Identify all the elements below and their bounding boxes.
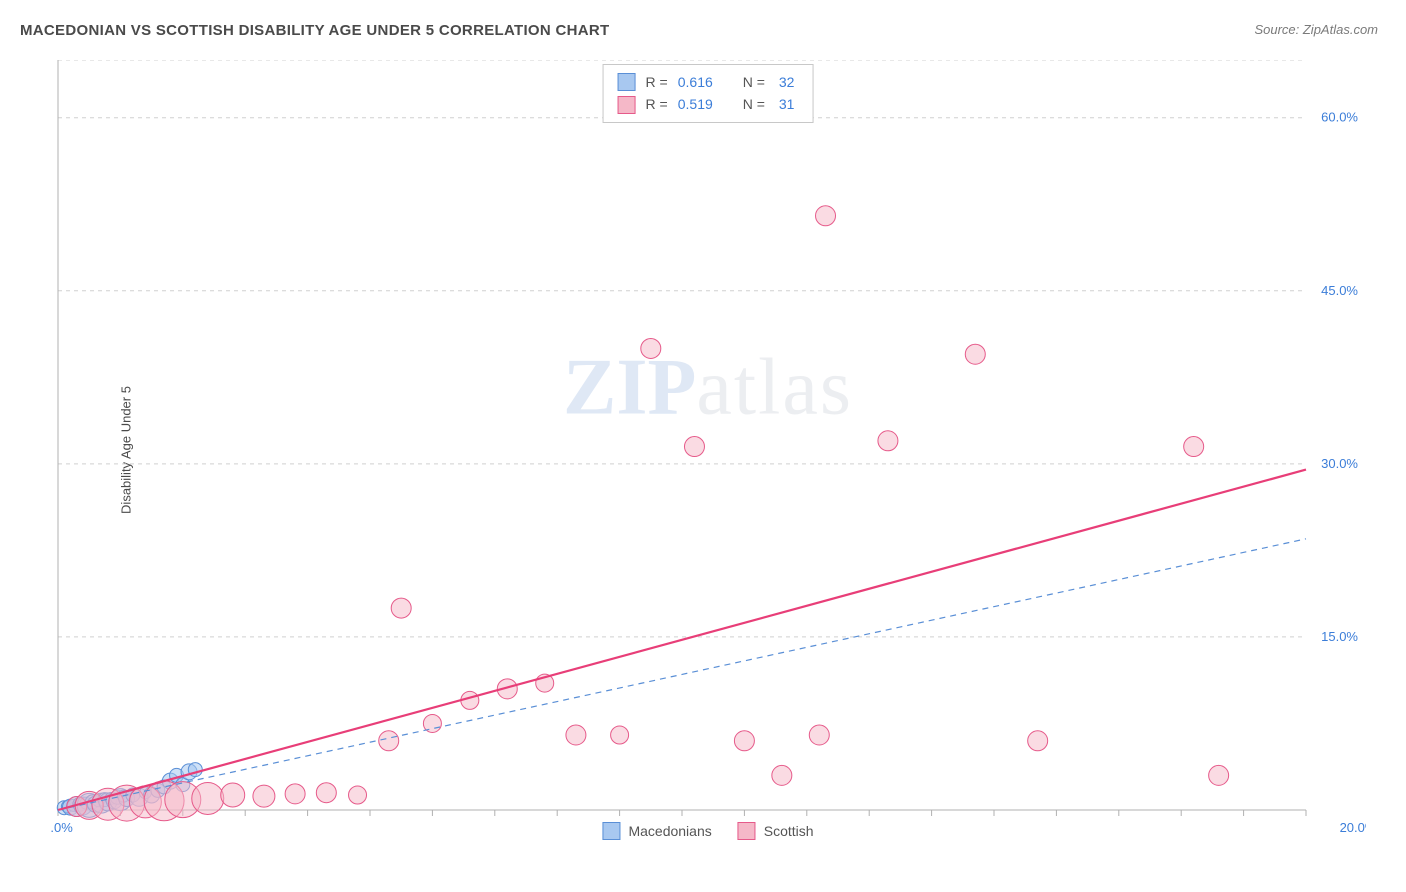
svg-text:45.0%: 45.0% — [1321, 283, 1358, 298]
r-label: R = — [646, 71, 668, 93]
r-value: 0.519 — [678, 93, 713, 115]
source-credit: Source: ZipAtlas.com — [1254, 22, 1378, 37]
legend-swatch — [738, 822, 756, 840]
svg-text:60.0%: 60.0% — [1321, 110, 1358, 125]
n-label: N = — [743, 71, 765, 93]
n-value: 32 — [775, 71, 794, 93]
chart-container: MACEDONIAN VS SCOTTISH DISABILITY AGE UN… — [0, 0, 1406, 892]
svg-text:15.0%: 15.0% — [1321, 629, 1358, 644]
svg-text:30.0%: 30.0% — [1321, 456, 1358, 471]
svg-text:20.0%: 20.0% — [1340, 820, 1366, 835]
n-value: 31 — [775, 93, 794, 115]
legend-swatch — [602, 822, 620, 840]
chart-svg: 15.0% 30.0% 45.0% 60.0% 0.0% 20.0% — [50, 60, 1366, 840]
r-value: 0.616 — [678, 71, 713, 93]
bottom-legend: Macedonians Scottish — [602, 822, 813, 840]
legend-item: Macedonians — [602, 822, 711, 840]
n-label: N = — [743, 93, 765, 115]
legend-swatch — [618, 73, 636, 91]
legend-item: Scottish — [738, 822, 814, 840]
svg-text:0.0%: 0.0% — [50, 820, 73, 835]
stats-box: R = 0.616 N = 32 R = 0.519 N = 31 — [603, 64, 814, 123]
stats-row: R = 0.616 N = 32 — [618, 71, 795, 93]
legend-swatch — [618, 96, 636, 114]
chart-title: MACEDONIAN VS SCOTTISH DISABILITY AGE UN… — [20, 22, 609, 39]
plot-area: Disability Age Under 5 15.0%30.0%45.0%60… — [50, 60, 1366, 840]
legend-label: Scottish — [764, 823, 814, 839]
legend-label: Macedonians — [628, 823, 711, 839]
r-label: R = — [646, 93, 668, 115]
stats-row: R = 0.519 N = 31 — [618, 93, 795, 115]
